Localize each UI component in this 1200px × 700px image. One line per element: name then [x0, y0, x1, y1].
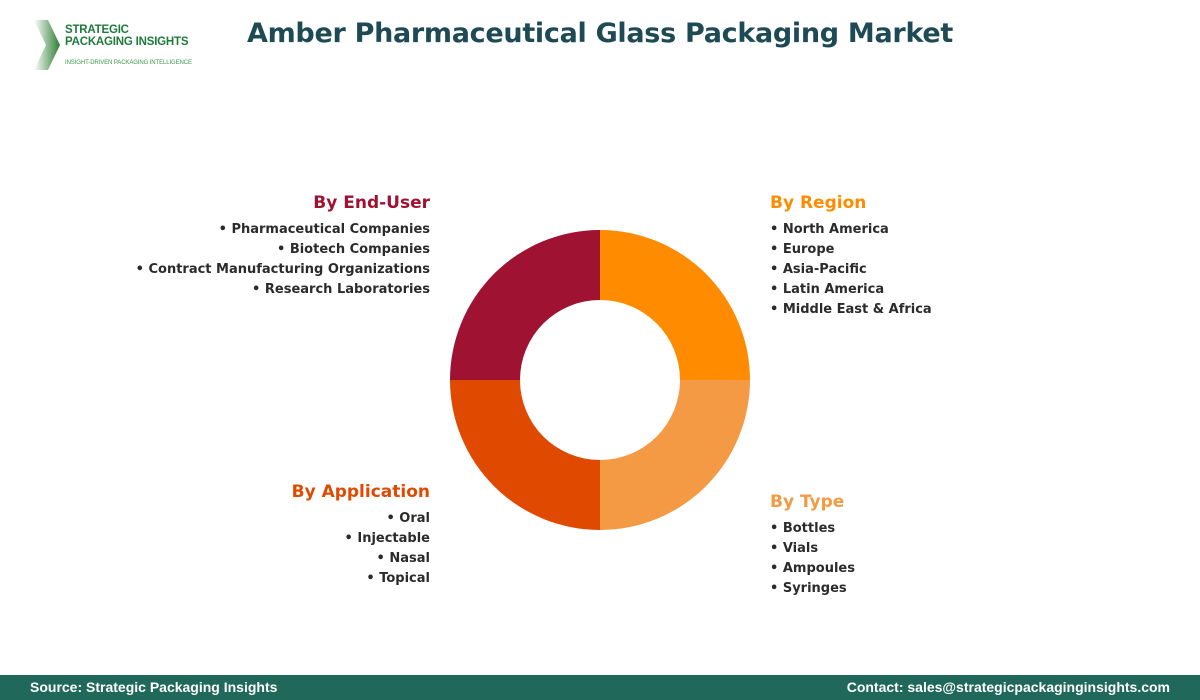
segment-region-block: By Region • North America • Europe • Asi…	[770, 193, 932, 320]
item-label: Research Laboratories	[264, 282, 430, 297]
segment-application-block: By Application • Oral • Injectable • Nas…	[292, 482, 430, 589]
list-item: • Ampoules	[770, 561, 855, 576]
segment-type	[600, 380, 750, 530]
segment-end-user-block: By End-User • Pharmaceutical Companies •…	[136, 193, 430, 300]
segment-title: By End-User	[313, 193, 430, 213]
logo-name: STRATEGIC PACKAGING INSIGHTS	[65, 24, 189, 48]
list-item: • Injectable	[344, 531, 430, 546]
segment-type-block: By Type • Bottles • Vials • Ampoules • S…	[770, 492, 855, 599]
logo-tagline: INSIGHT-DRIVEN PACKAGING INTELLIGENCE	[65, 60, 192, 66]
item-label: North America	[782, 222, 889, 237]
segment-title: By Application	[291, 482, 430, 502]
item-label: Ampoules	[782, 561, 855, 576]
list-item: • North America	[770, 222, 889, 237]
list-item: • Vials	[770, 541, 819, 556]
segment-application	[450, 380, 600, 530]
donut-chart	[450, 230, 750, 530]
segment-title: By Type	[770, 492, 845, 512]
list-item: • Bottles	[770, 521, 836, 536]
list-item: • Asia-Pacific	[770, 262, 867, 277]
list-item: • Europe	[770, 242, 835, 257]
list-item: • Latin America	[770, 282, 885, 297]
segment-region	[600, 230, 750, 380]
list-item: • Syringes	[770, 581, 847, 596]
logo-name-line2: PACKAGING INSIGHTS	[65, 36, 189, 48]
list-item: • Nasal	[376, 551, 430, 566]
list-item: • Topical	[366, 571, 430, 586]
footer-source: Source: Strategic Packaging Insights	[30, 679, 278, 695]
item-label: Europe	[782, 242, 835, 257]
page-title: Amber Pharmaceutical Glass Packaging Mar…	[247, 18, 953, 49]
item-label: Nasal	[389, 551, 430, 566]
item-label: Pharmaceutical Companies	[231, 222, 430, 237]
list-item: • Middle East & Africa	[770, 302, 932, 317]
item-label: Syringes	[782, 581, 847, 596]
item-label: Bottles	[782, 521, 836, 536]
segment-end-user	[450, 230, 600, 380]
footer-bar: Source: Strategic Packaging Insights Con…	[0, 675, 1200, 700]
item-label: Middle East & Africa	[782, 302, 932, 317]
logo-name-line1: STRATEGIC	[65, 24, 129, 36]
chevron-right-icon	[34, 20, 60, 70]
item-label: Biotech Companies	[289, 242, 430, 257]
item-label: Oral	[399, 511, 430, 526]
list-item: • Research Laboratories	[252, 282, 430, 297]
footer-contact-email[interactable]: Contact: sales@strategicpackaginginsight…	[846, 679, 1170, 695]
item-label: Topical	[379, 571, 430, 586]
list-item: • Contract Manufacturing Organizations	[135, 262, 430, 277]
item-label: Injectable	[357, 531, 430, 546]
segment-title: By Region	[770, 193, 867, 213]
item-label: Latin America	[782, 282, 885, 297]
list-item: • Pharmaceutical Companies	[218, 222, 430, 237]
item-label: Vials	[782, 541, 819, 556]
item-label: Asia-Pacific	[782, 262, 867, 277]
list-item: • Biotech Companies	[276, 242, 430, 257]
item-label: Contract Manufacturing Organizations	[148, 262, 430, 277]
list-item: • Oral	[386, 511, 430, 526]
company-logo: STRATEGIC PACKAGING INSIGHTS INSIGHT-DRI…	[32, 20, 202, 72]
